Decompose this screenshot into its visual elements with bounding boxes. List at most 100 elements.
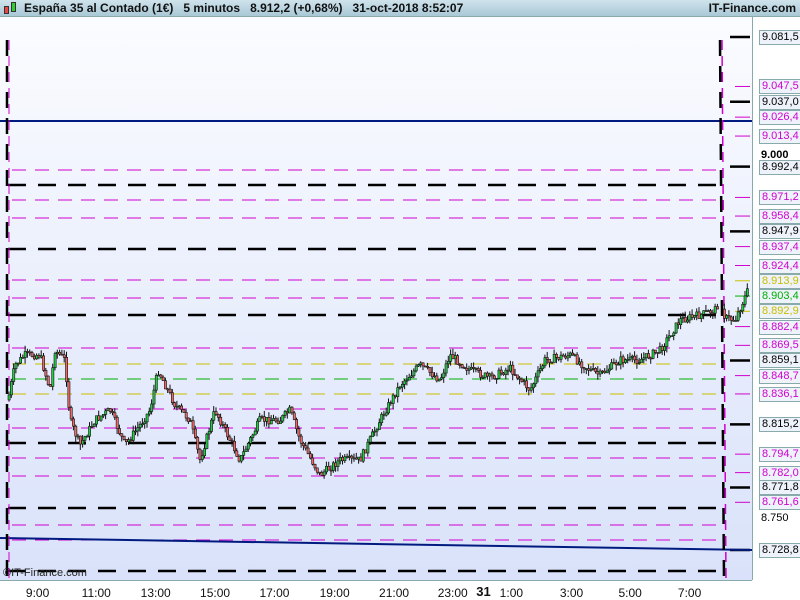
candle-body <box>65 357 69 383</box>
candle-body <box>269 420 273 425</box>
price-label: 8.913,9 <box>759 273 800 289</box>
price-label: 8.869,5 <box>759 338 800 354</box>
candle-body <box>299 435 303 444</box>
candle-body <box>649 357 653 360</box>
price-label: 8.971,2 <box>759 190 800 206</box>
candle-body <box>706 310 710 312</box>
candle-body <box>288 406 292 414</box>
candle-body <box>30 352 34 357</box>
candle-body <box>640 359 644 363</box>
candle-body <box>380 413 384 424</box>
candle-body <box>474 368 478 370</box>
candle-body <box>292 412 296 420</box>
candle-body <box>297 428 301 437</box>
candle-body <box>200 455 204 460</box>
candle-body <box>722 308 726 319</box>
candle-body <box>189 420 193 422</box>
candle-body <box>302 443 305 446</box>
candle-body <box>207 431 211 435</box>
candle-body <box>14 363 18 369</box>
candle-body <box>520 378 524 382</box>
candle-body <box>46 375 50 385</box>
candle-body <box>442 372 446 378</box>
candle-body <box>559 354 563 360</box>
candle-body <box>573 354 577 357</box>
candle-body <box>39 355 43 358</box>
candle-body <box>111 411 115 414</box>
candle-body <box>102 414 105 417</box>
candle-body <box>74 425 78 437</box>
candle-body <box>127 439 131 442</box>
candle-body <box>338 457 342 462</box>
candle-body <box>483 372 487 378</box>
candle-body <box>357 456 361 460</box>
candle-body <box>522 380 526 383</box>
time-axis[interactable]: 9:00 11:00 13:00 15:00 17:00 19:00 21:00 23:00 3… <box>0 580 752 600</box>
price-label: 9.026,4 <box>759 110 800 126</box>
candle-body <box>693 315 696 318</box>
candle-body <box>598 370 602 375</box>
price-chart[interactable]: ©IT-Finance.com <box>0 17 752 580</box>
candle-body <box>32 356 36 360</box>
price-label: 8.782,0 <box>759 465 800 481</box>
trend-line <box>0 537 752 551</box>
candle-body <box>10 381 13 396</box>
candle-body <box>272 418 276 421</box>
price-axis[interactable]: 9.081,5 9.047,5 9.037,0 9.026,4 9.013,4 9.000… <box>752 17 800 580</box>
candle-body <box>79 435 82 445</box>
candle-body <box>240 455 243 462</box>
candle-body <box>164 380 167 390</box>
candle-body <box>527 387 531 391</box>
candle-body <box>118 428 121 434</box>
candle-body <box>453 355 457 360</box>
candle-body <box>741 304 745 312</box>
candle-body <box>99 415 103 421</box>
candle-body <box>235 450 239 457</box>
candle-body <box>219 416 223 426</box>
candle-body <box>495 378 499 380</box>
candle-body <box>389 402 393 404</box>
candle-body <box>433 375 437 378</box>
candle-body <box>180 405 184 410</box>
candle-body <box>69 407 73 420</box>
candle-body <box>134 430 138 433</box>
candle-body <box>451 354 455 360</box>
candle-body <box>716 306 719 310</box>
candle-body <box>739 310 742 313</box>
candle-body <box>154 375 158 391</box>
candle-body <box>709 310 713 314</box>
candle-body <box>361 449 365 462</box>
candle-body <box>308 453 312 459</box>
candle-body <box>417 364 420 367</box>
candle-body <box>410 375 414 378</box>
candle-body <box>617 363 621 366</box>
price-label: 9.047,5 <box>759 79 800 95</box>
candle-body <box>90 426 94 428</box>
candle-body <box>184 412 188 419</box>
candle-body <box>334 462 338 467</box>
candle-body <box>658 346 662 354</box>
candle-body <box>610 362 614 370</box>
candle-body <box>49 384 52 387</box>
price-label: 8.761,6 <box>759 495 800 511</box>
candle-body <box>603 370 607 374</box>
candle-body <box>251 434 255 438</box>
candle-body <box>647 353 650 359</box>
candle-body <box>506 369 510 372</box>
candle-body <box>331 462 335 471</box>
candle-body <box>348 455 351 458</box>
candle-body <box>311 457 315 465</box>
candle-body <box>233 441 236 452</box>
candle-body <box>653 349 657 353</box>
candle-body <box>428 367 432 373</box>
candle-body <box>534 376 538 385</box>
price-label: 8.903,4 <box>759 289 800 305</box>
candle-body <box>725 315 729 319</box>
candle-body <box>205 433 209 449</box>
candle-body <box>605 370 609 374</box>
candle-body <box>313 463 317 469</box>
candle-body <box>430 372 434 378</box>
candle-body <box>256 420 259 432</box>
price-label: 8.958,4 <box>759 209 800 225</box>
candle-body <box>276 420 280 424</box>
